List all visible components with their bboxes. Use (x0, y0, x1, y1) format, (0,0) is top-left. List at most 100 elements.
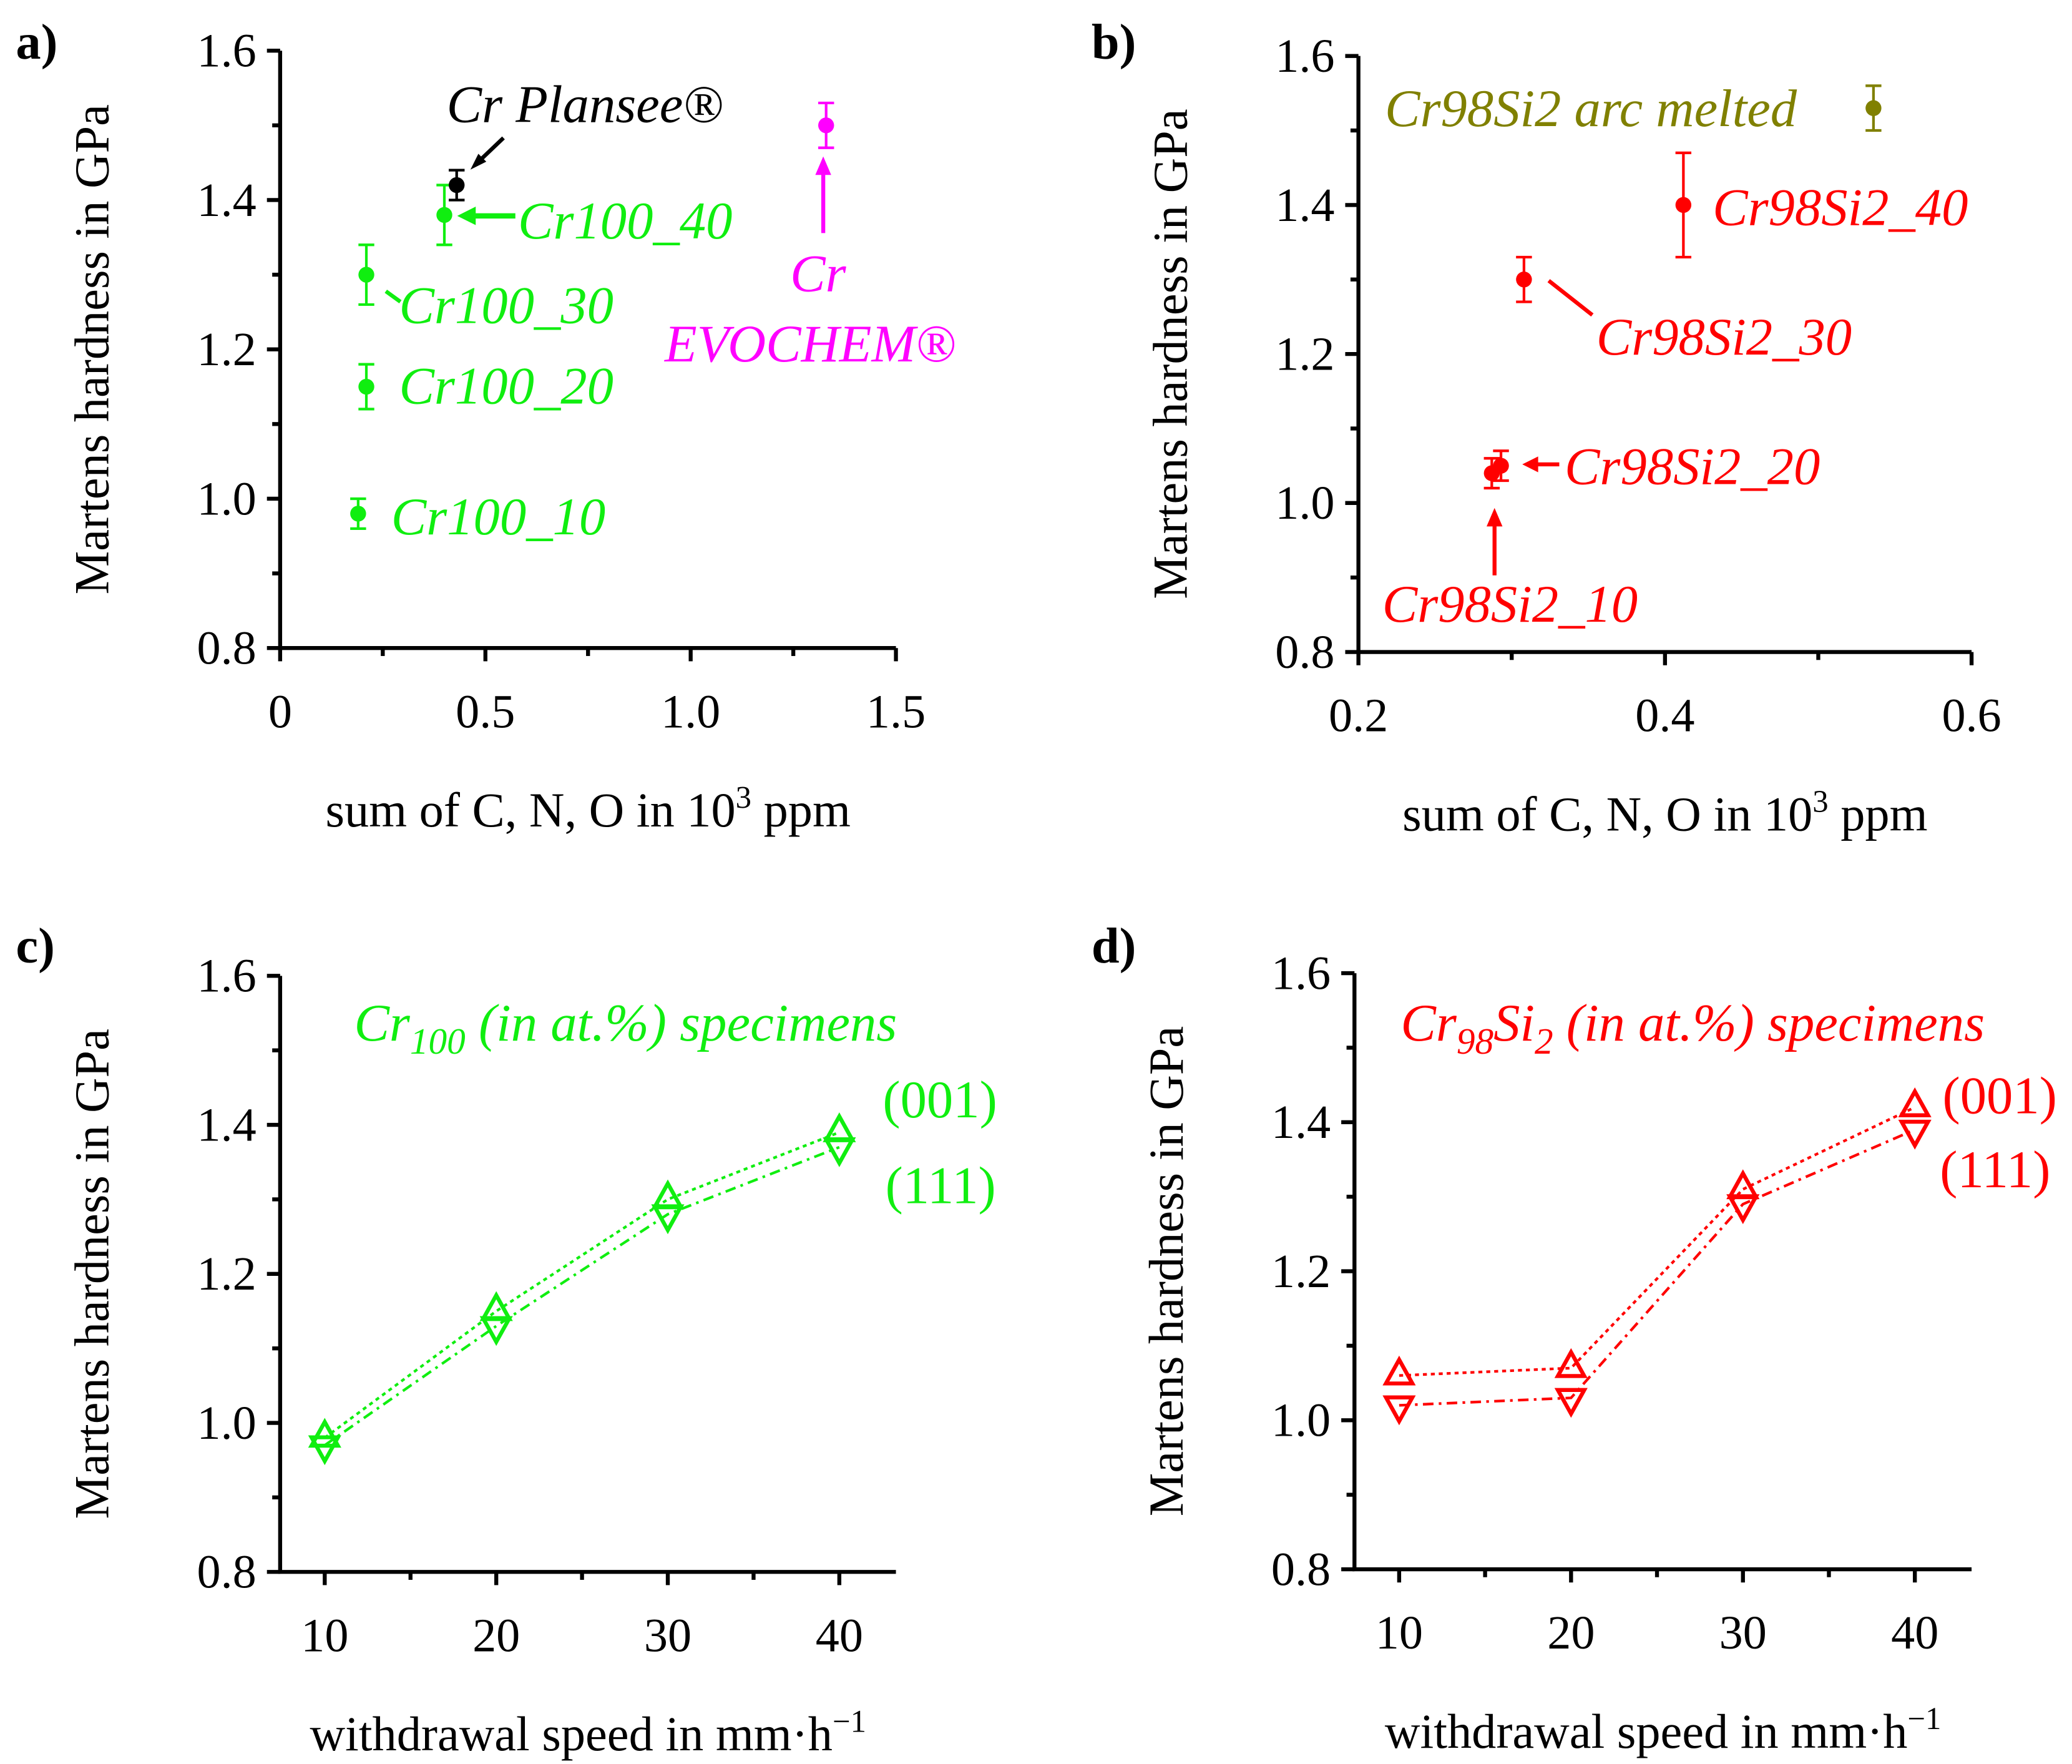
marker-down (1898, 1119, 1932, 1150)
annotation-cr100-40: Cr100_40 (518, 192, 733, 250)
y-tick-label: 1.0 (197, 1397, 256, 1449)
x-tick-label: 20 (1547, 1607, 1595, 1659)
x-tick-label: 40 (816, 1609, 863, 1662)
x-tick-label: 0.6 (1942, 690, 2001, 742)
marker (350, 506, 366, 522)
axes (278, 976, 896, 1574)
panel-c-title: Cr100 (in at.%) specimens (354, 994, 897, 1062)
arrowhead-plansee (470, 154, 487, 170)
x-tick-label: 0.2 (1329, 690, 1388, 742)
data-point (1516, 255, 1532, 303)
x-tick-label: 1.0 (661, 685, 720, 738)
x-tick-label: 0 (268, 685, 292, 738)
arrow-cr100-30 (384, 289, 402, 304)
marker-up (308, 1418, 341, 1448)
y-tick-label: 0.8 (1275, 626, 1334, 679)
data-point (358, 363, 374, 411)
x-axis-label: withdrawal speed in mm·h−1 (310, 1703, 866, 1761)
x-tick-label: 0.5 (456, 685, 515, 738)
series-line-(111) (1399, 1128, 1916, 1407)
x-axis-label: sum of C, N, O in 103 ppm (326, 780, 851, 837)
data-point (449, 169, 465, 202)
marker-down (1382, 1395, 1416, 1426)
y-axis-label: Martens hardness in GPa (65, 1029, 119, 1519)
annotation-cr98si2-40: Cr98Si2_40 (1713, 179, 1968, 237)
marker (1675, 197, 1692, 213)
marker (818, 117, 834, 134)
panel-label-d: d) (1092, 918, 1136, 974)
annotation-cr98si2-20: Cr98Si2_20 (1565, 438, 1820, 496)
arrowhead-cr98si2-20 (1522, 456, 1538, 473)
annotation-evochem-1: Cr (790, 245, 846, 303)
y-tick-label: 1.2 (1271, 1245, 1331, 1298)
marker (358, 378, 374, 395)
arrowhead-cr98si2-10 (1487, 507, 1503, 527)
arrowhead-cr100-40 (457, 207, 476, 225)
panel-a: 0.8 1.0 1.2 1.4 1.6 0 0.5 1.0 1.5 Martens hardnes… (65, 25, 926, 837)
marker (1493, 458, 1509, 474)
annotation-plansee: Cr Plansee® (447, 76, 723, 134)
panel-b-annotations: Cr98Si2 arc melted Cr98Si2_40 Cr98Si2_30… (1382, 80, 1968, 634)
annotation-cr100-20: Cr100_20 (399, 358, 613, 416)
y-tick-label: 1.4 (197, 174, 256, 227)
series-label-001-d: (001) (1943, 1067, 2057, 1125)
y-tick-label: 1.4 (1275, 179, 1334, 232)
y-tick-label: 1.4 (197, 1099, 256, 1151)
panel-c: 0.8 1.0 1.2 1.4 1.6 10 20 30 40 Martens hardness … (65, 950, 896, 1761)
x-tick-label: 0.4 (1635, 690, 1694, 742)
marker (358, 267, 374, 283)
marker-up (1382, 1355, 1416, 1386)
y-tick-label: 1.6 (197, 25, 256, 77)
marker-up (1554, 1348, 1588, 1378)
marker-down (651, 1204, 685, 1235)
axes (1352, 973, 1972, 1572)
series-label-111-c: (111) (886, 1157, 996, 1215)
x-axis-label: withdrawal speed in mm·h−1 (1385, 1701, 1942, 1758)
y-tick-label: 0.8 (1271, 1543, 1331, 1595)
y-tick-label: 1.4 (1271, 1096, 1331, 1149)
data-point (436, 184, 452, 247)
series-label-001-c: (001) (882, 1071, 997, 1129)
y-axis-label: Martens hardness in GPa (1139, 1026, 1193, 1516)
marker-up (823, 1112, 856, 1142)
y-tick-label: 1.0 (1271, 1394, 1331, 1447)
marker-up (651, 1179, 685, 1210)
x-axis-label: sum of C, N, O in 103 ppm (1402, 784, 1927, 841)
x-tick-label: 20 (472, 1609, 520, 1662)
y-tick-label: 0.8 (197, 1546, 256, 1599)
series-line-(001) (1399, 1106, 1916, 1377)
panel-b: 0.8 1.0 1.2 1.4 1.6 0.2 0.4 0.6 Martens hardness… (1143, 30, 2001, 841)
annotation-cr98si2-10: Cr98Si2_10 (1382, 576, 1638, 634)
marker (436, 207, 452, 223)
marker-up (1898, 1087, 1932, 1117)
marker (1865, 100, 1882, 116)
annotation-cr98si2-30: Cr98Si2_30 (1596, 308, 1852, 366)
arrowhead-evochem (815, 156, 831, 175)
y-tick-label: 1.6 (1275, 30, 1334, 82)
marker (1516, 272, 1532, 288)
x-tick-label: 30 (1719, 1607, 1767, 1659)
y-tick-label: 1.0 (1275, 477, 1334, 529)
panel-a-annotations: Cr Plansee® Cr100_40 Cr100_30 Cr100_20 C… (384, 76, 955, 546)
data-point (1493, 449, 1509, 483)
annotation-cr100-10: Cr100_10 (391, 488, 606, 546)
marker-down (479, 1316, 513, 1346)
marker-down (1726, 1194, 1760, 1225)
data-point (350, 497, 366, 530)
x-tick-label: 40 (1891, 1607, 1938, 1659)
panel-d: 0.8 1.0 1.2 1.4 1.6 10 20 30 40 Martens hardness … (1139, 948, 1972, 1758)
series-line-(111) (324, 1145, 840, 1447)
series-line-(001) (324, 1131, 840, 1439)
series-label-111-d: (111) (1940, 1141, 2050, 1199)
x-tick-label: 10 (1376, 1607, 1423, 1659)
y-tick-label: 1.2 (1275, 328, 1334, 381)
panel-label-c: c) (16, 918, 55, 974)
data-point (1865, 84, 1882, 132)
y-axis-label: Martens hardness in GPa (65, 104, 119, 594)
data-point (358, 243, 374, 306)
marker (449, 177, 465, 194)
annotation-evochem-2: EVOCHEM® (664, 315, 955, 373)
marker-down (1554, 1388, 1588, 1418)
y-axis-label: Martens hardness in GPa (1143, 109, 1197, 599)
